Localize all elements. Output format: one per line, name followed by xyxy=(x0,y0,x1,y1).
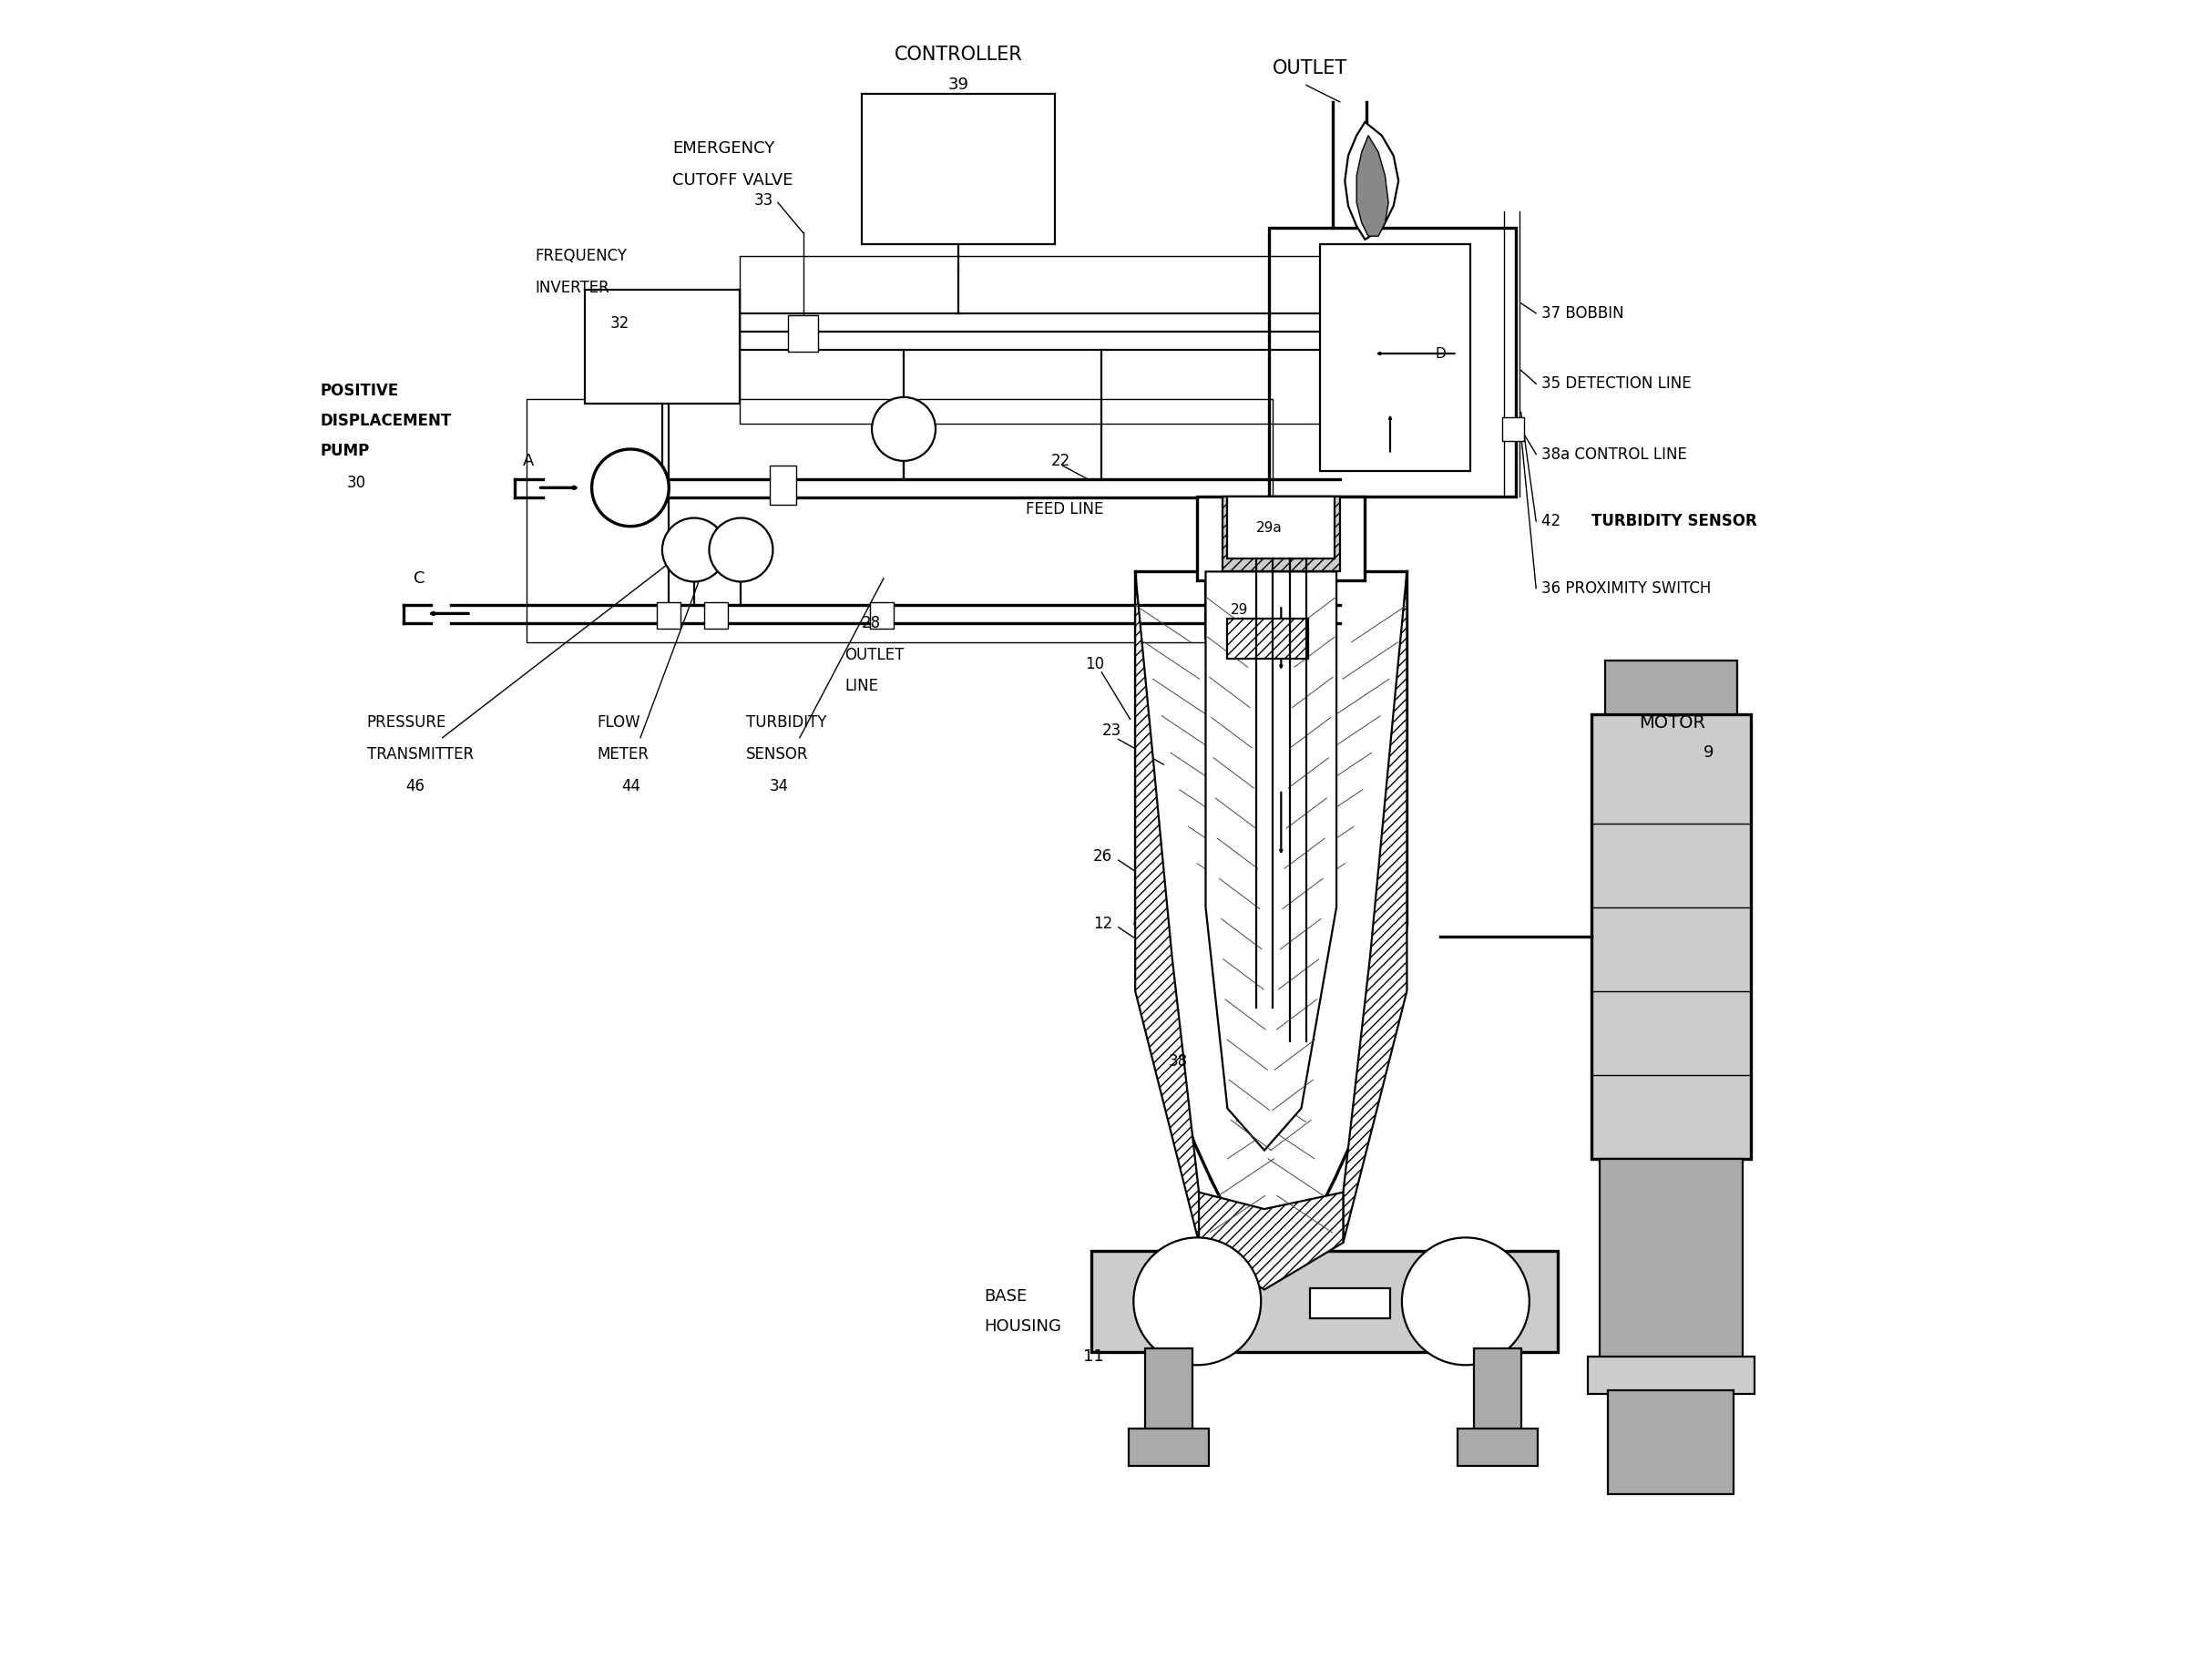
Bar xyxy=(862,94,1054,245)
Text: D: D xyxy=(1434,346,1445,361)
Text: INVERTER: INVERTER xyxy=(535,281,610,296)
Text: HOUSING: HOUSING xyxy=(983,1319,1061,1334)
Bar xyxy=(656,601,681,628)
Text: FREQUENCY: FREQUENCY xyxy=(535,249,628,264)
Polygon shape xyxy=(1211,588,1330,1129)
Bar xyxy=(586,289,740,403)
Text: C: C xyxy=(413,570,424,586)
Text: TURBIDITY SENSOR: TURBIDITY SENSOR xyxy=(1591,512,1757,529)
Circle shape xyxy=(873,396,935,460)
Text: OUTLET: OUTLET xyxy=(844,647,904,664)
Text: 23: 23 xyxy=(1101,722,1120,739)
Bar xyxy=(1129,1428,1209,1465)
Text: 38a CONTROL LINE: 38a CONTROL LINE xyxy=(1540,445,1686,462)
Text: 11: 11 xyxy=(1083,1349,1105,1364)
Bar xyxy=(1319,245,1470,470)
Bar xyxy=(705,601,727,628)
Bar xyxy=(1589,1357,1755,1394)
Text: TRANSMITTER: TRANSMITTER xyxy=(367,746,473,763)
Bar xyxy=(1227,618,1308,659)
Bar xyxy=(740,257,1408,423)
Circle shape xyxy=(709,517,774,581)
Text: DISPLACEMENT: DISPLACEMENT xyxy=(320,412,451,428)
Bar xyxy=(1591,714,1750,1159)
Text: 44: 44 xyxy=(621,778,641,795)
Text: CUTOFF VALVE: CUTOFF VALVE xyxy=(672,173,793,188)
Circle shape xyxy=(663,517,725,581)
Polygon shape xyxy=(1200,1193,1344,1290)
Text: 33: 33 xyxy=(754,193,774,208)
Text: POSITIVE: POSITIVE xyxy=(320,383,398,398)
Bar xyxy=(1145,1349,1191,1431)
Text: 39: 39 xyxy=(948,77,968,94)
Text: 37 BOBBIN: 37 BOBBIN xyxy=(1540,306,1624,321)
Bar xyxy=(789,314,818,351)
Polygon shape xyxy=(1207,571,1337,1151)
Polygon shape xyxy=(1344,571,1408,1243)
Bar xyxy=(1474,1349,1520,1431)
Text: FLOW: FLOW xyxy=(597,714,641,731)
Text: 32: 32 xyxy=(610,316,630,331)
Text: 46: 46 xyxy=(407,778,424,795)
Text: 28: 28 xyxy=(862,615,882,632)
Circle shape xyxy=(1134,1238,1262,1366)
Polygon shape xyxy=(1357,136,1388,237)
Circle shape xyxy=(592,449,670,526)
Bar xyxy=(1503,417,1525,440)
Text: 34: 34 xyxy=(769,778,789,795)
Text: TURBIDITY: TURBIDITY xyxy=(747,714,827,731)
Bar xyxy=(1227,496,1335,558)
Bar xyxy=(526,398,1273,642)
Text: 22: 22 xyxy=(1052,452,1070,469)
Bar xyxy=(1222,496,1339,571)
Polygon shape xyxy=(1136,571,1200,1243)
Text: 35 DETECTION LINE: 35 DETECTION LINE xyxy=(1540,376,1691,391)
Bar xyxy=(1092,1252,1558,1352)
Text: METER: METER xyxy=(597,746,650,763)
Bar xyxy=(769,465,796,504)
Bar xyxy=(1311,1289,1390,1319)
Bar xyxy=(871,601,893,628)
Text: BASE: BASE xyxy=(983,1289,1028,1304)
Text: EMERGENCY: EMERGENCY xyxy=(672,141,774,158)
Bar xyxy=(1198,496,1366,580)
Bar xyxy=(1604,660,1737,714)
Text: 30: 30 xyxy=(347,474,367,491)
Text: 29: 29 xyxy=(1231,603,1249,617)
Text: OUTLET: OUTLET xyxy=(1273,59,1348,77)
Text: 36 PROXIMITY SWITCH: 36 PROXIMITY SWITCH xyxy=(1540,580,1711,596)
Bar xyxy=(1269,228,1516,496)
Text: PRESSURE: PRESSURE xyxy=(367,714,446,731)
Text: SENSOR: SENSOR xyxy=(747,746,809,763)
Text: 42: 42 xyxy=(1540,512,1569,529)
Text: 10: 10 xyxy=(1085,655,1105,672)
Bar xyxy=(1600,1159,1741,1361)
Bar xyxy=(1456,1428,1538,1465)
Polygon shape xyxy=(1346,123,1399,240)
Text: 9: 9 xyxy=(1704,744,1715,761)
Bar xyxy=(1609,1391,1735,1494)
Text: CONTROLLER: CONTROLLER xyxy=(895,45,1023,64)
Text: PUMP: PUMP xyxy=(320,442,369,459)
Text: 26: 26 xyxy=(1094,848,1112,865)
Text: 12: 12 xyxy=(1094,916,1112,932)
Text: MOTOR: MOTOR xyxy=(1638,714,1706,731)
Text: LINE: LINE xyxy=(844,677,880,694)
Circle shape xyxy=(1401,1238,1529,1366)
Text: 38: 38 xyxy=(1169,1053,1189,1070)
Text: 29a: 29a xyxy=(1255,521,1282,534)
Text: A: A xyxy=(524,452,535,469)
Text: FEED LINE: FEED LINE xyxy=(1025,501,1105,517)
